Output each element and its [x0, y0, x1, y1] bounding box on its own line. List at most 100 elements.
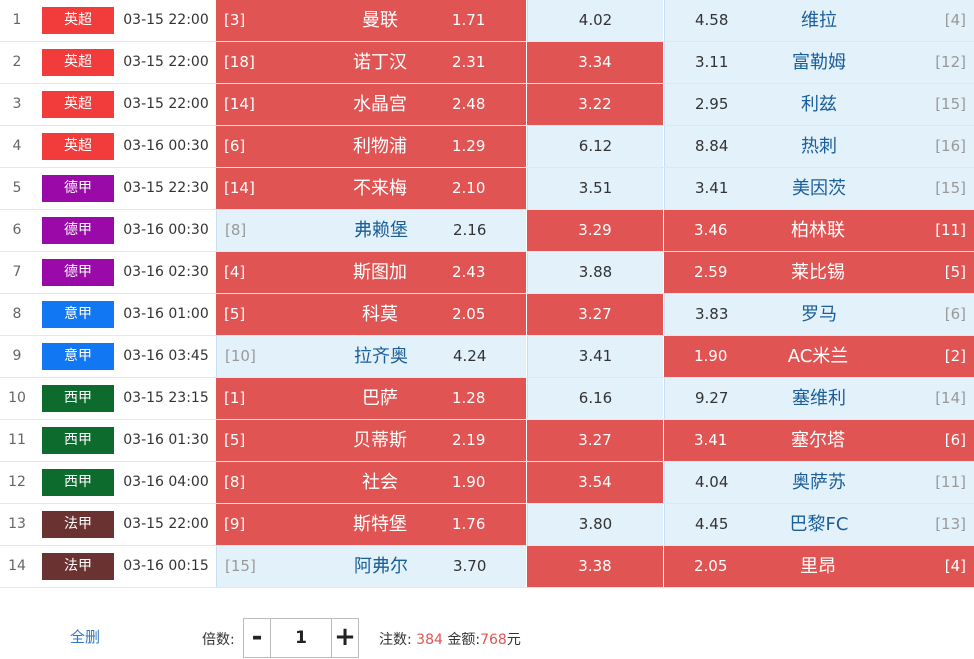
- away-odds: 2.95: [695, 95, 729, 113]
- away-team: 维拉: [801, 10, 837, 31]
- home-odds: 1.71: [452, 11, 486, 29]
- away-win-option[interactable]: 8.84 热刺 [16]: [664, 126, 974, 167]
- away-team: 罗马: [801, 304, 837, 325]
- match-time: 03-16 02:30: [123, 264, 209, 280]
- match-time: 03-16 04:00: [123, 474, 209, 490]
- home-win-option[interactable]: [15] 阿弗尔 3.70: [216, 546, 526, 587]
- home-team: 诺丁汉: [353, 52, 407, 73]
- draw-odds: 3.51: [578, 179, 613, 197]
- away-win-option[interactable]: 4.45 巴黎FC [13]: [664, 504, 974, 545]
- draw-option[interactable]: 3.54: [527, 462, 663, 503]
- draw-odds: 3.27: [578, 431, 612, 449]
- away-win-option[interactable]: 3.11 富勒姆 [12]: [664, 42, 974, 83]
- draw-option[interactable]: 4.02: [527, 0, 663, 41]
- match-time: 03-16 01:00: [123, 306, 209, 322]
- away-rank: [6]: [944, 305, 966, 323]
- home-team: 阿弗尔: [354, 556, 408, 577]
- match-row: 3 英超 03-15 22:00 [14] 水晶宫 2.48 3.22 2.95 利兹 [15]: [0, 84, 974, 126]
- match-row: 8 意甲 03-16 01:00 [5] 科莫 2.05 3.27 3.83 罗马 [6]: [0, 294, 974, 336]
- home-team: 社会: [362, 472, 398, 493]
- home-win-option[interactable]: [8] 社会 1.90: [216, 462, 526, 503]
- increase-multiplier-button[interactable]: +: [331, 619, 358, 657]
- away-rank: [2]: [944, 347, 966, 365]
- home-team: 利物浦: [353, 136, 407, 157]
- away-win-option[interactable]: 2.95 利兹 [15]: [664, 84, 974, 125]
- away-win-option[interactable]: 2.59 莱比锡 [5]: [664, 252, 974, 293]
- away-rank: [11]: [935, 473, 966, 491]
- home-win-option[interactable]: [5] 科莫 2.05: [216, 294, 526, 335]
- bet-summary: 注数: 384 金额:768元: [379, 629, 521, 649]
- home-rank: [14]: [224, 95, 255, 113]
- home-team: 曼联: [362, 10, 398, 31]
- home-win-option[interactable]: [6] 利物浦 1.29: [216, 126, 526, 167]
- draw-option[interactable]: 3.27: [527, 294, 663, 335]
- away-team: 美因茨: [792, 178, 846, 199]
- home-odds: 2.16: [453, 221, 487, 239]
- draw-option[interactable]: 3.22: [527, 84, 663, 125]
- away-rank: [14]: [935, 389, 966, 407]
- home-win-option[interactable]: [14] 不来梅 2.10: [216, 168, 526, 209]
- draw-odds: 3.38: [578, 557, 612, 575]
- decrease-multiplier-button[interactable]: -: [244, 619, 271, 657]
- home-odds: 2.19: [452, 431, 486, 449]
- home-win-option[interactable]: [4] 斯图加 2.43: [216, 252, 526, 293]
- home-win-option[interactable]: [18] 诺丁汉 2.31: [216, 42, 526, 83]
- home-rank: [8]: [224, 473, 246, 491]
- home-win-option[interactable]: [10] 拉齐奥 4.24: [216, 336, 526, 377]
- draw-option[interactable]: 3.27: [527, 420, 663, 461]
- multiplier-input[interactable]: [271, 619, 331, 657]
- match-row: 11 西甲 03-16 01:30 [5] 贝蒂斯 2.19 3.27 3.41 塞尔塔 [6]: [0, 420, 974, 462]
- match-row: 13 法甲 03-15 22:00 [9] 斯特堡 1.76 3.80 4.45 巴黎FC [13…: [0, 504, 974, 546]
- draw-odds: 3.54: [578, 473, 612, 491]
- away-team: 巴黎FC: [789, 514, 849, 535]
- home-rank: [14]: [224, 179, 255, 197]
- home-team: 斯特堡: [353, 514, 407, 535]
- away-team: 柏林联: [791, 220, 845, 241]
- home-odds: 2.48: [452, 95, 486, 113]
- home-odds: 3.70: [453, 557, 487, 575]
- draw-option[interactable]: 3.29: [527, 210, 663, 251]
- away-rank: [11]: [935, 221, 966, 239]
- away-win-option[interactable]: 3.46 柏林联 [11]: [664, 210, 974, 251]
- away-win-option[interactable]: 3.83 罗马 [6]: [664, 294, 974, 335]
- home-win-option[interactable]: [1] 巴萨 1.28: [216, 378, 526, 419]
- draw-odds: 3.80: [578, 515, 613, 533]
- draw-option[interactable]: 6.12: [527, 126, 663, 167]
- away-win-option[interactable]: 4.04 奥萨苏 [11]: [664, 462, 974, 503]
- multiplier-label: 倍数:: [202, 632, 235, 648]
- match-list: 1 英超 03-15 22:00 [3] 曼联 1.71 4.02 4.58 维拉 [4] 2 英超 0…: [0, 0, 974, 588]
- away-win-option[interactable]: 3.41 美因茨 [15]: [664, 168, 974, 209]
- match-time: 03-16 01:30: [123, 432, 209, 448]
- home-win-option[interactable]: [8] 弗赖堡 2.16: [216, 210, 526, 251]
- away-odds: 3.41: [695, 179, 729, 197]
- row-index: 12: [8, 474, 26, 490]
- draw-option[interactable]: 3.38: [527, 546, 663, 587]
- multiplier-stepper: - +: [243, 618, 359, 658]
- away-win-option[interactable]: 3.41 塞尔塔 [6]: [664, 420, 974, 461]
- away-win-option[interactable]: 2.05 里昂 [4]: [664, 546, 974, 587]
- away-team: 利兹: [801, 94, 837, 115]
- away-win-option[interactable]: 4.58 维拉 [4]: [664, 0, 974, 41]
- away-team: 奥萨苏: [792, 472, 846, 493]
- away-win-option[interactable]: 9.27 塞维利 [14]: [664, 378, 974, 419]
- draw-odds: 4.02: [578, 11, 613, 29]
- home-win-option[interactable]: [9] 斯特堡 1.76: [216, 504, 526, 545]
- league-badge: 意甲: [42, 343, 114, 370]
- away-odds: 3.11: [695, 53, 729, 71]
- draw-option[interactable]: 3.80: [527, 504, 663, 545]
- home-win-option[interactable]: [5] 贝蒂斯 2.19: [216, 420, 526, 461]
- match-time: 03-16 00:15: [123, 558, 209, 574]
- draw-option[interactable]: 3.51: [527, 168, 663, 209]
- clear-all-button[interactable]: 全删: [70, 628, 101, 646]
- away-win-option[interactable]: 1.90 AC米兰 [2]: [664, 336, 974, 377]
- home-win-option[interactable]: [3] 曼联 1.71: [216, 0, 526, 41]
- home-rank: [1]: [224, 389, 246, 407]
- draw-odds: 3.29: [578, 221, 612, 239]
- draw-option[interactable]: 6.16: [527, 378, 663, 419]
- row-index: 10: [8, 390, 26, 406]
- draw-option[interactable]: 3.41: [527, 336, 663, 377]
- draw-option[interactable]: 3.88: [527, 252, 663, 293]
- draw-option[interactable]: 3.34: [527, 42, 663, 83]
- home-win-option[interactable]: [14] 水晶宫 2.48: [216, 84, 526, 125]
- home-team: 水晶宫: [353, 94, 407, 115]
